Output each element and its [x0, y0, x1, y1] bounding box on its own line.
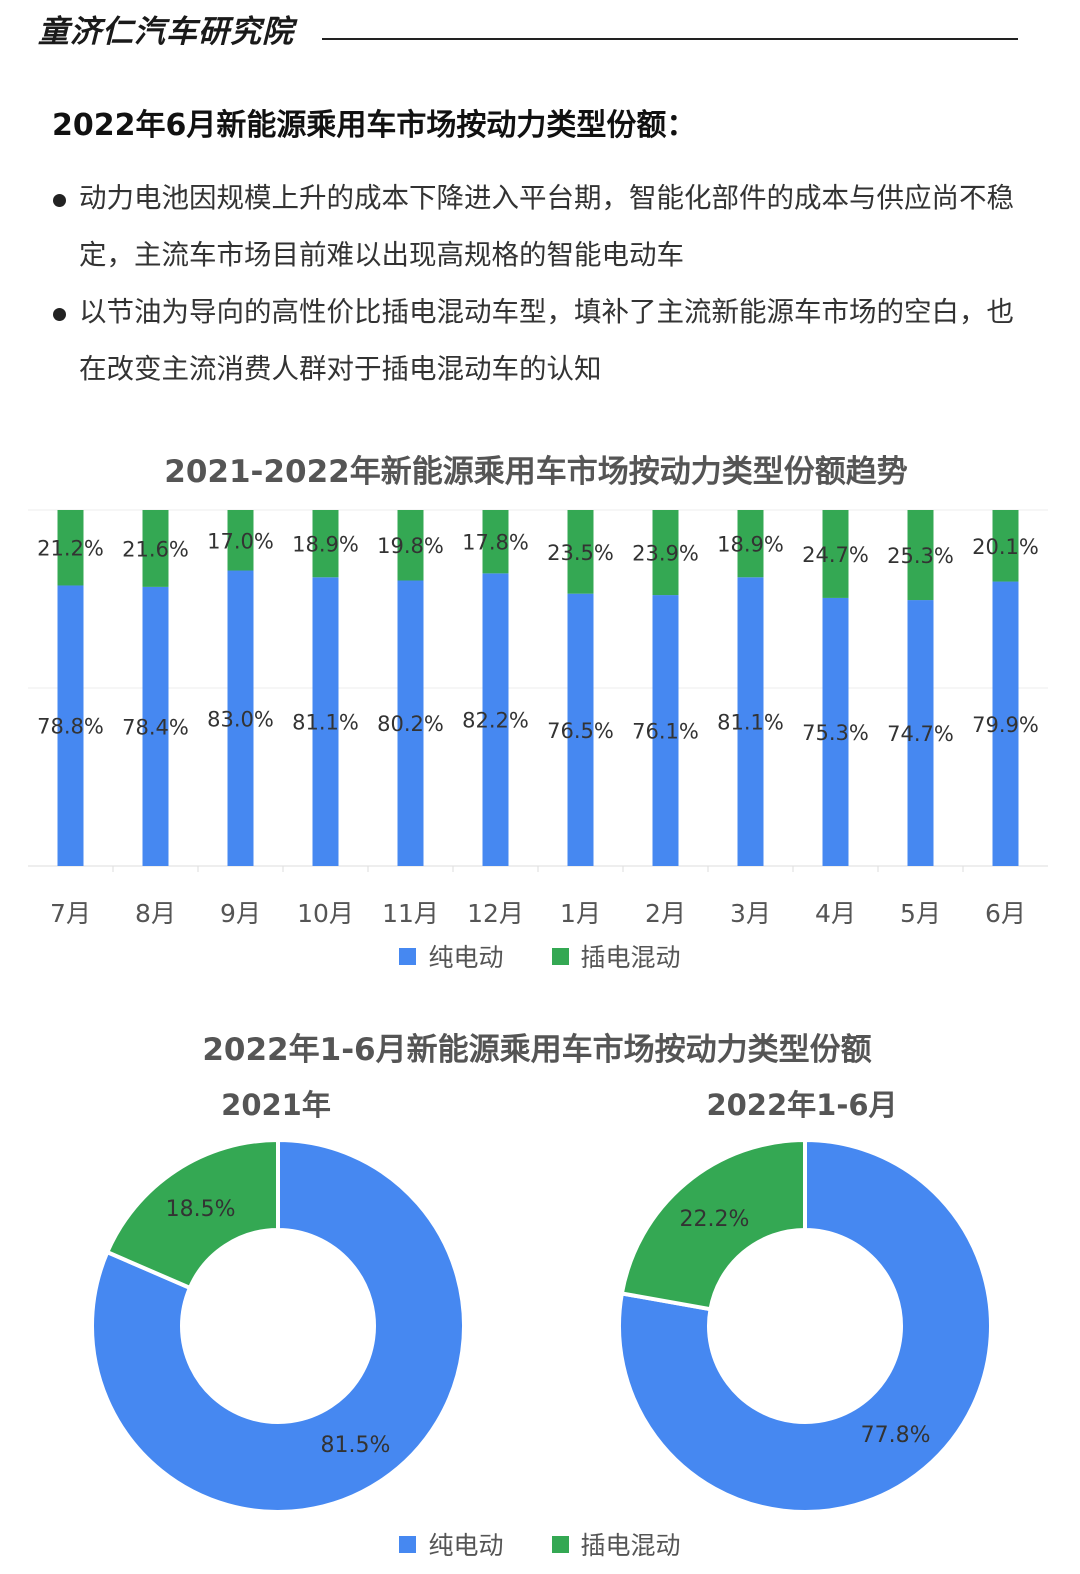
bar-chart-legend: 纯电动 插电混动	[0, 938, 1080, 974]
data-label-bev: 80.2%	[377, 712, 444, 736]
donut-slice-phev	[619, 1137, 807, 1312]
data-label-phev: 23.9%	[632, 542, 699, 566]
data-label-phev: 25.3%	[887, 544, 954, 568]
bar-bev	[567, 593, 594, 866]
data-label-bev: 78.4%	[122, 715, 189, 739]
x-tick-label: 3月	[730, 899, 771, 928]
legend-item-bev: 纯电动	[399, 1526, 504, 1562]
x-tick-label: 11月	[382, 899, 439, 928]
bar-phev	[397, 510, 424, 581]
data-label-bev: 83.0%	[207, 707, 274, 731]
bar-bev	[737, 577, 764, 866]
data-label-phev: 21.2%	[37, 537, 104, 561]
donut-2022-title: 2022年1-6月	[706, 1088, 898, 1122]
x-tick-label: 8月	[135, 899, 176, 928]
data-label-phev: 24.7%	[802, 543, 869, 567]
bar-chart-title: 2021-2022年新能源乘用车市场按动力类型份额趋势	[164, 454, 908, 490]
data-label-phev: 18.9%	[292, 533, 359, 557]
donut-2021-title: 2021年	[221, 1088, 331, 1122]
data-label-bev: 81.1%	[717, 711, 784, 735]
data-label-phev: 17.0%	[207, 529, 274, 553]
data-label-phev: 20.1%	[972, 535, 1039, 559]
x-tick-label: 9月	[220, 899, 261, 928]
bar-bev	[227, 570, 254, 866]
x-tick-label: 10月	[297, 899, 354, 928]
bar-phev	[142, 510, 169, 587]
data-label-bev: 82.2%	[462, 709, 529, 733]
legend-label-phev: 插电混动	[580, 1531, 681, 1560]
data-label-bev: 74.7%	[887, 722, 954, 746]
donut-chart-title: 2022年1-6月新能源乘用车市场按动力类型份额	[202, 1032, 872, 1068]
header-rule	[322, 38, 1018, 40]
legend-item-phev: 插电混动	[551, 938, 681, 974]
legend-swatch-phev	[551, 1535, 569, 1553]
bullet-item: 以节油为导向的高性价比插电混动车型，填补了主流新能源车市场的空白，也在改变主流消…	[52, 284, 1037, 398]
donut-charts: 81.5% 18.5% 77.8% 22.2%	[90, 1137, 993, 1514]
bar-bev	[397, 580, 424, 866]
bar-phev	[227, 510, 254, 571]
bar-bev	[312, 577, 339, 866]
legend-swatch-bev	[399, 947, 417, 965]
legend-swatch-bev	[399, 1535, 417, 1553]
bar-bev	[907, 600, 934, 866]
bullet-dot-icon	[53, 194, 66, 207]
stacked-bar-chart: 78.8% 21.2% 7月 78.4% 21.6% 8月 83.0% 17.0% 9月 81.1…	[28, 509, 1048, 928]
x-tick-label: 4月	[815, 899, 856, 928]
bullet-list: 动力电池因规模上升的成本下降进入平台期，智能化部件的成本与供应尚不稳定，主流车市…	[52, 170, 1037, 398]
page-heading: 2022年6月新能源乘用车市场按动力类型份额：	[52, 108, 697, 143]
bar-phev	[57, 510, 84, 586]
legend-label-bev: 纯电动	[428, 1531, 504, 1560]
bar-bev	[822, 597, 849, 866]
donut-slice-bev	[90, 1137, 466, 1514]
bar-phev	[822, 510, 849, 598]
bar-bev	[652, 595, 679, 866]
bar-phev	[567, 510, 594, 594]
bar-phev	[737, 510, 764, 578]
legend-item-bev: 纯电动	[399, 938, 504, 974]
bar-phev	[312, 510, 339, 578]
data-label-phev: 17.8%	[462, 531, 529, 555]
data-label-bev: 75.3%	[802, 721, 869, 745]
data-label-bev: 76.5%	[547, 719, 614, 743]
donut-slice-phev	[104, 1137, 280, 1291]
legend-label-bev: 纯电动	[428, 943, 504, 972]
x-tick-label: 2月	[645, 899, 686, 928]
data-label-phev: 18.9%	[717, 533, 784, 557]
bar-bev	[992, 581, 1019, 866]
x-tick-label: 7月	[50, 899, 91, 928]
donut-slice-bev	[617, 1137, 993, 1514]
bar-phev	[992, 510, 1019, 582]
donut-label-bev: 81.5%	[320, 1433, 390, 1458]
bullet-item: 动力电池因规模上升的成本下降进入平台期，智能化部件的成本与供应尚不稳定，主流车市…	[52, 170, 1037, 284]
data-label-bev: 81.1%	[292, 711, 359, 735]
donut-label-bev: 77.8%	[861, 1423, 931, 1448]
bullet-text: 动力电池因规模上升的成本下降进入平台期，智能化部件的成本与供应尚不稳定，主流车市…	[79, 182, 1014, 271]
data-label-phev: 23.5%	[547, 541, 614, 565]
x-tick-label: 6月	[985, 899, 1026, 928]
bar-phev	[907, 510, 934, 601]
data-label-bev: 79.9%	[972, 713, 1039, 737]
x-tick-label: 1月	[560, 899, 601, 928]
legend-swatch-phev	[551, 947, 569, 965]
bar-bev	[482, 573, 509, 866]
data-label-bev: 78.8%	[37, 715, 104, 739]
bar-bev	[57, 585, 84, 866]
donut-chart-legend: 纯电动 插电混动	[0, 1526, 1080, 1562]
x-tick-label: 5月	[900, 899, 941, 928]
data-label-phev: 21.6%	[122, 537, 189, 561]
legend-item-phev: 插电混动	[551, 1526, 681, 1562]
legend-label-phev: 插电混动	[580, 943, 681, 972]
bar-phev	[482, 510, 509, 574]
bar-phev	[652, 510, 679, 596]
donut-label-phev: 22.2%	[679, 1207, 749, 1232]
data-label-bev: 76.1%	[632, 720, 699, 744]
bullet-dot-icon	[53, 308, 66, 321]
donut-label-phev: 18.5%	[166, 1197, 236, 1222]
bar-bev	[142, 586, 169, 866]
x-tick-label: 12月	[467, 899, 524, 928]
data-label-phev: 19.8%	[377, 534, 444, 558]
brand-logo-text: 童济仁汽车研究院	[38, 14, 294, 50]
bullet-text: 以节油为导向的高性价比插电混动车型，填补了主流新能源车市场的空白，也在改变主流消…	[79, 296, 1014, 385]
